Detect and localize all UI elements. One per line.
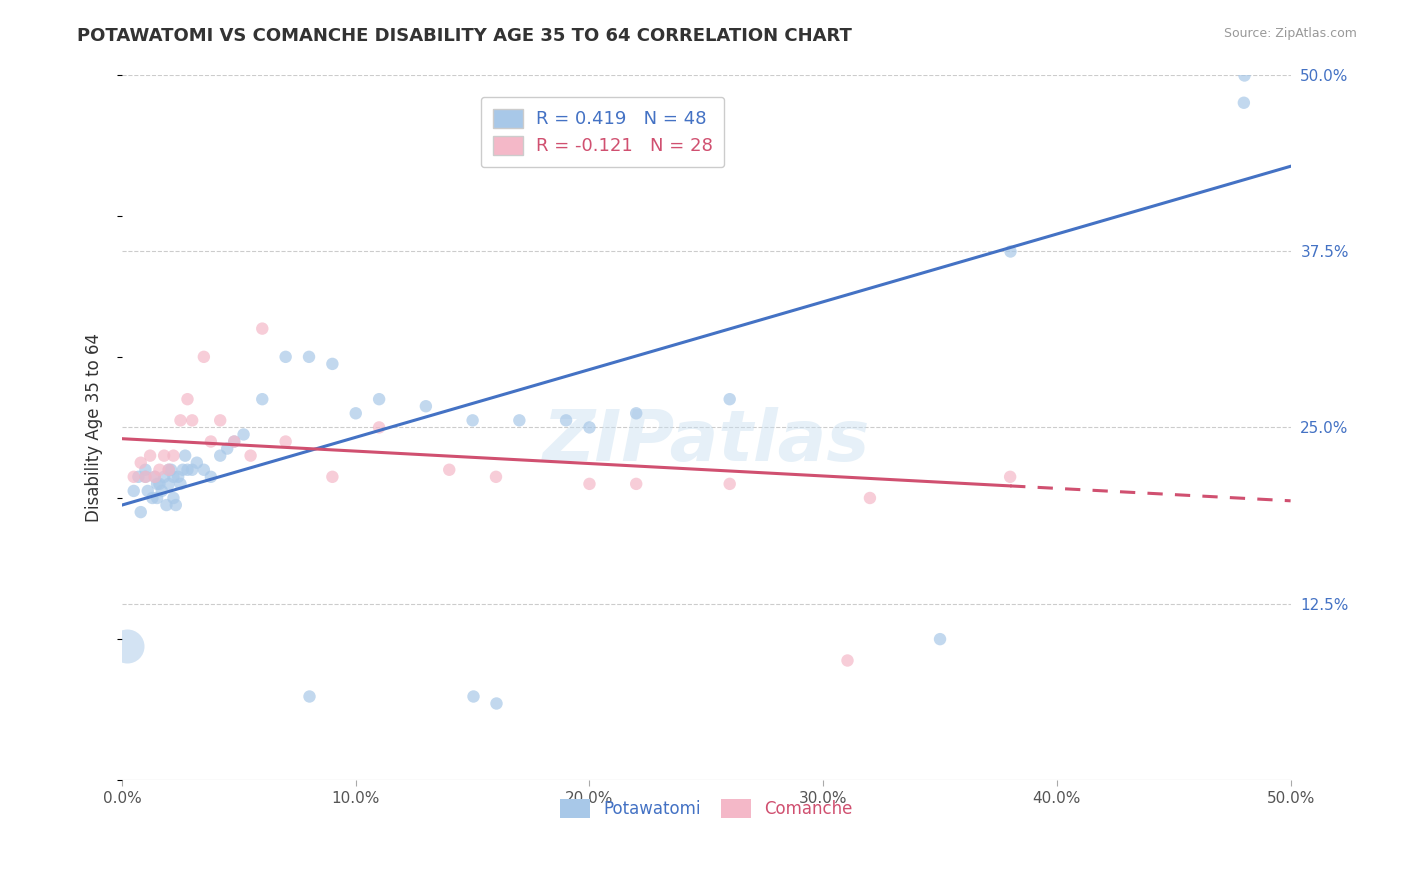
Point <box>134 470 156 484</box>
Point <box>224 434 246 449</box>
Point <box>172 463 194 477</box>
Point <box>162 491 184 505</box>
Point <box>835 653 858 667</box>
Point <box>169 476 191 491</box>
Legend: Potawatomi, Comanche: Potawatomi, Comanche <box>554 792 859 825</box>
Point <box>508 413 530 427</box>
Point <box>148 463 170 477</box>
Point <box>129 505 152 519</box>
Point <box>624 476 647 491</box>
Point <box>146 491 169 505</box>
Point <box>718 392 741 407</box>
Point <box>252 321 274 335</box>
Point <box>176 463 198 477</box>
Point <box>200 470 222 484</box>
Point <box>122 483 145 498</box>
Point <box>624 406 647 420</box>
Point <box>167 470 190 484</box>
Point <box>224 434 246 449</box>
Text: POTAWATOMI VS COMANCHE DISABILITY AGE 35 TO 64 CORRELATION CHART: POTAWATOMI VS COMANCHE DISABILITY AGE 35… <box>77 27 852 45</box>
Point <box>555 413 578 427</box>
Point <box>143 470 166 484</box>
Point <box>153 470 176 484</box>
Point <box>129 456 152 470</box>
Point <box>217 442 239 456</box>
Point <box>134 470 156 484</box>
Point <box>174 449 197 463</box>
Point <box>439 463 461 477</box>
Point <box>181 463 204 477</box>
Point <box>1233 95 1256 110</box>
Point <box>298 350 321 364</box>
Point <box>578 476 600 491</box>
Point <box>160 463 183 477</box>
Point <box>415 399 437 413</box>
Point <box>157 463 180 477</box>
Point <box>321 357 343 371</box>
Point <box>134 463 156 477</box>
Point <box>193 350 215 364</box>
Point <box>200 434 222 449</box>
Point <box>485 470 508 484</box>
Point <box>157 463 180 477</box>
Point <box>274 350 297 364</box>
Point <box>127 470 149 484</box>
Point <box>274 434 297 449</box>
Point <box>859 491 882 505</box>
Point <box>239 449 262 463</box>
Point <box>929 632 952 647</box>
Point <box>148 476 170 491</box>
Point <box>232 427 254 442</box>
Point <box>998 244 1021 258</box>
Point <box>155 498 177 512</box>
Point <box>998 470 1021 484</box>
Point <box>461 689 484 703</box>
Point <box>485 696 508 710</box>
Point <box>193 463 215 477</box>
Point <box>181 413 204 427</box>
Point <box>165 498 187 512</box>
Point <box>162 470 184 484</box>
Y-axis label: Disability Age 35 to 64: Disability Age 35 to 64 <box>86 333 103 522</box>
Point <box>321 470 343 484</box>
Point <box>122 470 145 484</box>
Point <box>718 476 741 491</box>
Point <box>169 413 191 427</box>
Point <box>136 483 159 498</box>
Point <box>186 456 208 470</box>
Point <box>162 449 184 463</box>
Point <box>368 392 391 407</box>
Point <box>153 449 176 463</box>
Point <box>143 470 166 484</box>
Point <box>150 483 173 498</box>
Point <box>298 689 321 703</box>
Point <box>209 413 232 427</box>
Text: ZIPatlas: ZIPatlas <box>543 407 870 476</box>
Point <box>139 449 162 463</box>
Point <box>176 392 198 407</box>
Point <box>146 476 169 491</box>
Point <box>461 413 484 427</box>
Point <box>115 639 138 653</box>
Point <box>209 449 232 463</box>
Point <box>1233 68 1256 82</box>
Point <box>344 406 367 420</box>
Point <box>368 420 391 434</box>
Point <box>578 420 600 434</box>
Point <box>252 392 274 407</box>
Text: Source: ZipAtlas.com: Source: ZipAtlas.com <box>1223 27 1357 40</box>
Point <box>141 491 163 505</box>
Point <box>157 476 180 491</box>
